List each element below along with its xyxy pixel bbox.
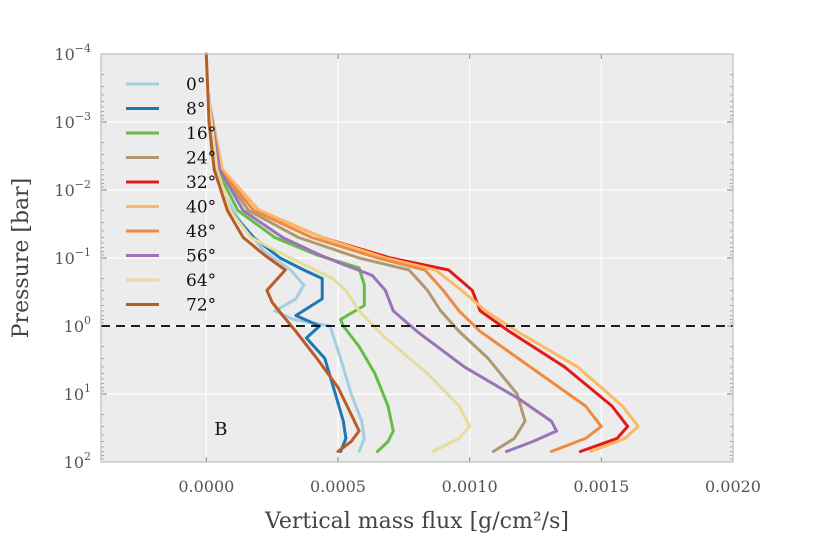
series-line-3	[207, 100, 527, 453]
legend-label: 8°	[186, 100, 205, 120]
y-tick-label: 10−2	[54, 178, 91, 200]
series-lines	[204, 52, 640, 453]
legend-label: 72°	[186, 296, 216, 316]
series-line-7	[207, 100, 559, 453]
legend: 0° 8° 16° 24° 32° 40° 48° 56° 64° 72°	[126, 75, 216, 316]
legend-label: 32°	[186, 173, 216, 193]
series-line-5	[207, 100, 640, 453]
series-line-9	[204, 52, 361, 453]
plot-frame	[100, 53, 734, 463]
y-tick-labels: 10−4 10−3 10−2 10−1 100 101 102	[54, 42, 91, 472]
legend-label: 0°	[186, 75, 205, 95]
x-tick-label: 0.0015	[573, 477, 629, 496]
series-line-6	[207, 100, 603, 453]
panel-label: B	[214, 419, 227, 440]
x-tick-labels: 0.0000 0.0005 0.0010 0.0015 0.0020	[178, 477, 761, 496]
legend-label: 24°	[186, 149, 216, 169]
y-tick-label: 100	[64, 314, 91, 336]
x-tick-label: 0.0010	[442, 477, 498, 496]
x-tick-label: 0.0005	[310, 477, 366, 496]
legend-label: 64°	[186, 271, 216, 291]
series-line-8	[207, 100, 472, 453]
x-axis-label: Vertical mass flux [g/cm²/s]	[264, 509, 569, 534]
legend-label: 40°	[186, 198, 216, 218]
y-axis-label: Pressure [bar]	[9, 178, 34, 339]
y-tick-label: 101	[64, 382, 91, 404]
y-tick-label: 102	[64, 450, 91, 472]
y-tick-label: 10−4	[54, 42, 91, 64]
y-tick-label: 10−1	[54, 246, 91, 268]
legend-label: 56°	[186, 247, 216, 267]
x-tick-label: 0.0000	[178, 477, 234, 496]
y-tick-label: 10−3	[54, 110, 91, 132]
legend-label: 16°	[186, 124, 216, 144]
x-tick-label: 0.0020	[705, 477, 761, 496]
series-line-0	[207, 93, 366, 453]
series-line-2	[207, 100, 395, 453]
legend-label: 48°	[186, 222, 216, 242]
